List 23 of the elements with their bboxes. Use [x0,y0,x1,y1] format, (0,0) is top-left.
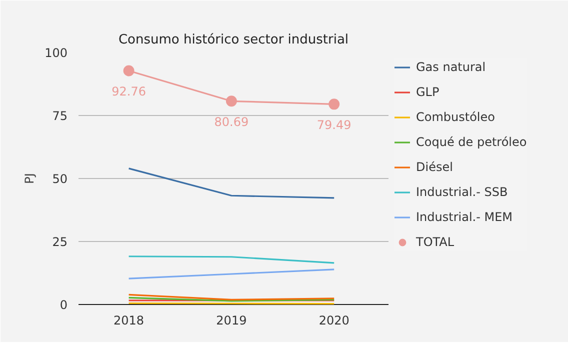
legend-label: GLP [416,84,440,101]
x-tick-label: 2020 [318,314,350,328]
y-tick-label: 25 [52,235,68,249]
point [123,65,134,76]
y-tick-label: 50 [52,172,68,186]
x-tick-label: 2019 [216,314,247,328]
y-axis-title: PJ [22,173,37,184]
chart-title: Consumo histórico sector industrial [118,32,349,48]
legend-label: Coqué de petróleo [416,134,527,151]
y-tick-label: 75 [52,109,68,123]
data-label: 80.69 [214,115,249,130]
legend-label: Industrial.- SSB [416,184,508,201]
x-tick-label: 2018 [114,314,144,328]
y-tick-label: 100 [44,46,68,60]
point [328,98,340,110]
legend-label: Gas natural [416,59,486,76]
data-label: 79.49 [316,118,352,132]
legend-label: TOTAL [416,234,454,251]
legend-label: Diésel [416,159,453,176]
data-label: 92.76 [112,84,146,99]
legend-label: Combustóleo [416,109,495,126]
y-tick-label: 0 [60,298,68,312]
legend-label: Industrial.- MEM [416,209,513,226]
